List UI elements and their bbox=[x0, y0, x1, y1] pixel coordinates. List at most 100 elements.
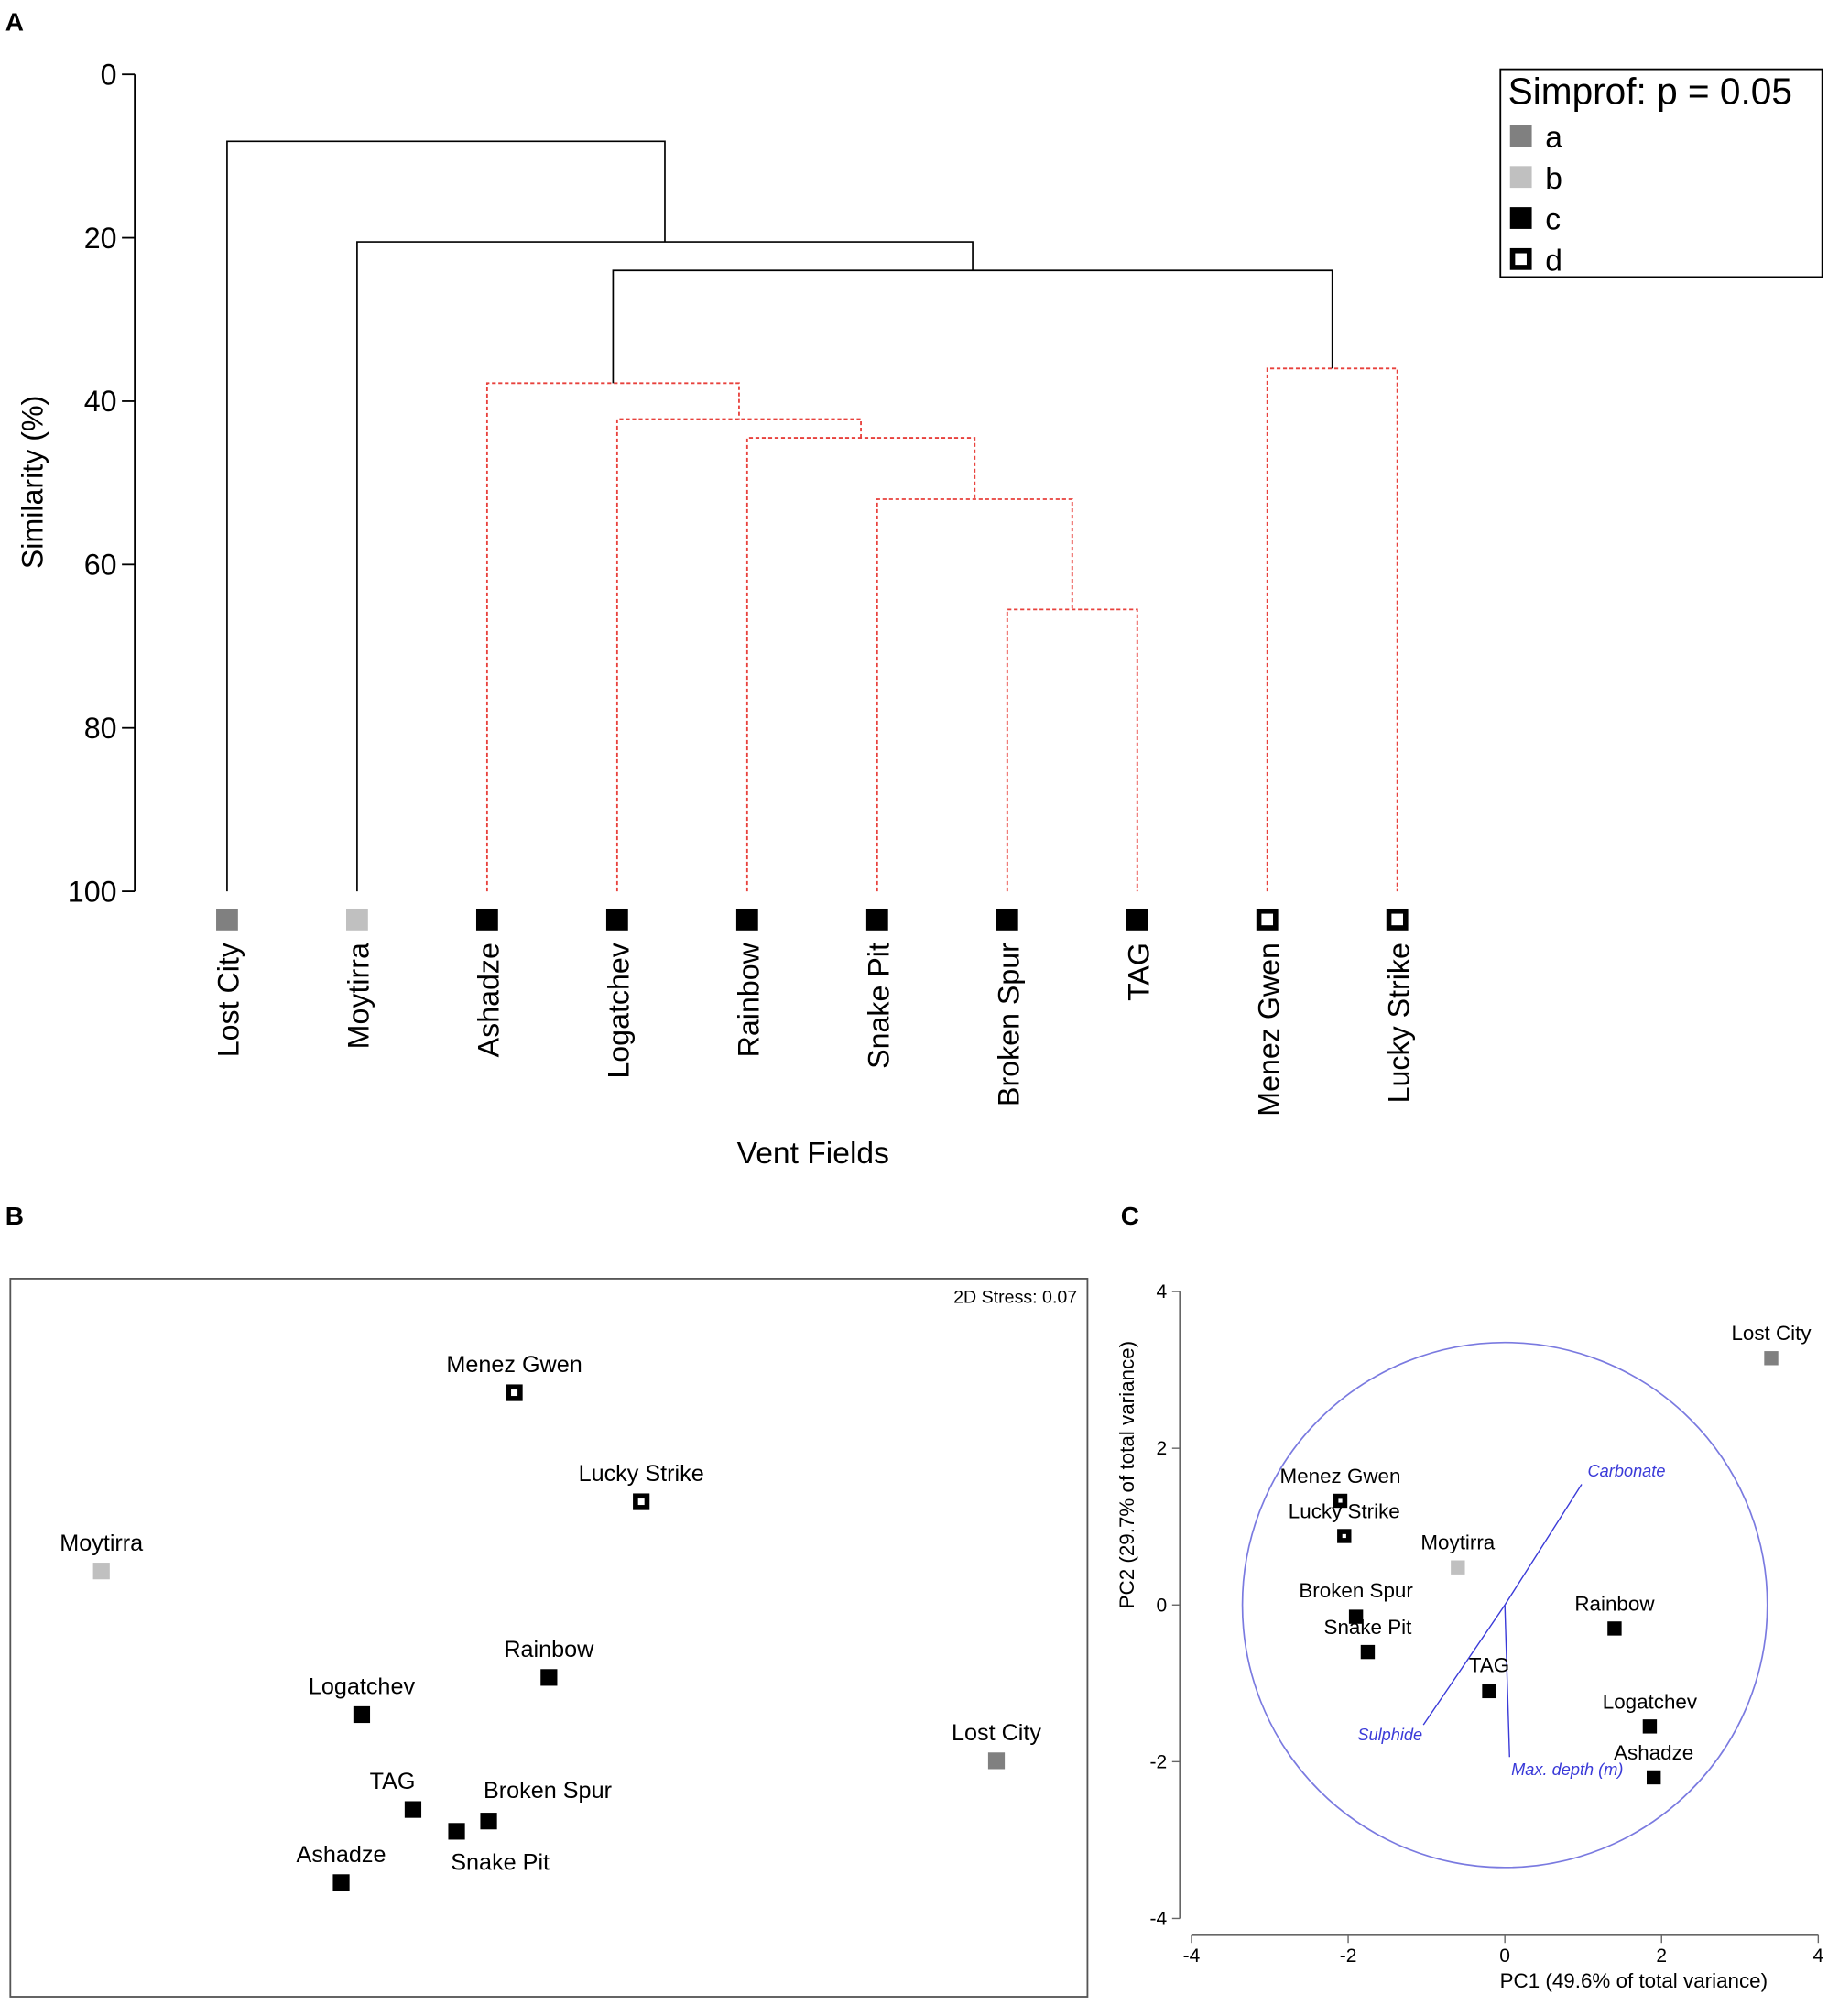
point-marker bbox=[1482, 1684, 1496, 1699]
legend-marker-d bbox=[1509, 247, 1532, 270]
point-marker bbox=[1646, 1770, 1661, 1785]
leaf-label: Broken Spur bbox=[992, 943, 1025, 1106]
vector-label: Sulphide bbox=[1357, 1726, 1422, 1744]
dendrogram-link bbox=[1006, 608, 1138, 892]
dendrogram-link bbox=[612, 269, 1333, 384]
point-marker bbox=[1642, 1719, 1658, 1734]
vector-label: Max. depth (m) bbox=[1511, 1760, 1623, 1779]
point-marker bbox=[480, 1813, 497, 1830]
y-tick-label: 80 bbox=[84, 712, 117, 745]
point-marker bbox=[1451, 1560, 1465, 1575]
vector-carbonate bbox=[1504, 1484, 1583, 1606]
leaf-marker bbox=[605, 908, 628, 931]
y-axis-label: PC2 (29.7% of total variance) bbox=[1115, 1341, 1138, 1608]
point-label: Logatchev bbox=[1603, 1690, 1698, 1713]
correlation-circle bbox=[1241, 1341, 1768, 1869]
leaf-marker bbox=[1256, 908, 1279, 931]
leaf-label: Snake Pit bbox=[862, 943, 895, 1069]
leaf-label: TAG bbox=[1122, 943, 1155, 1001]
vector-sulphide bbox=[1422, 1604, 1506, 1726]
panel-label-a: A bbox=[5, 8, 24, 37]
x-axis-label: PC1 (49.6% of total variance) bbox=[1500, 1969, 1768, 1992]
point-label: Lucky Strike bbox=[579, 1461, 704, 1487]
leaf-label: Menez Gwen bbox=[1252, 943, 1285, 1117]
x-axis-label: Vent Fields bbox=[737, 1137, 889, 1171]
vector-max-depth-m- bbox=[1504, 1605, 1510, 1758]
panel-label-c: C bbox=[1121, 1202, 1139, 1230]
leaf-label: Rainbow bbox=[732, 942, 765, 1057]
dendrogram-link bbox=[876, 498, 1073, 892]
mds-panel: 2D Stress: 0.07 Menez Gwen Lucky Strike Moy… bbox=[9, 1278, 1089, 1998]
leaf-marker bbox=[1386, 908, 1409, 931]
point-marker bbox=[1348, 1609, 1364, 1624]
y-tick-label: 0 bbox=[1157, 1595, 1168, 1616]
legend-title: Simprof: p = 0.05 bbox=[1508, 70, 1792, 112]
point-label: Lucky Strike bbox=[1289, 1499, 1400, 1522]
leaf-marker bbox=[475, 908, 498, 931]
legend-label: d bbox=[1545, 244, 1562, 278]
point-label: Logatchev bbox=[309, 1674, 416, 1700]
y-tick-label: 2 bbox=[1157, 1438, 1168, 1459]
dendrogram-link bbox=[615, 418, 862, 892]
point-label: TAG bbox=[1469, 1653, 1509, 1676]
point-marker bbox=[1360, 1644, 1376, 1660]
point-label: Lost City bbox=[952, 1720, 1041, 1746]
y-tick-label: 100 bbox=[68, 875, 117, 908]
y-tick-label: 40 bbox=[84, 385, 117, 418]
y-axis-label: Similarity (%) bbox=[16, 396, 49, 570]
point-marker bbox=[1337, 1529, 1352, 1543]
leaf-label: Lucky Strike bbox=[1382, 943, 1415, 1103]
legend-box bbox=[1499, 68, 1823, 278]
x-tick-label: 0 bbox=[1499, 1945, 1510, 1967]
dendrogram-link bbox=[226, 140, 666, 892]
point-label: Lost City bbox=[1731, 1322, 1812, 1345]
leaf-marker bbox=[346, 908, 368, 931]
pca-panel: -4 -2 0 2 4 -4 -2 0 2 4 PC1 (49.6% of total varian… bbox=[1115, 1281, 1824, 1992]
point-label: Ashadze bbox=[297, 1842, 386, 1868]
point-marker bbox=[633, 1493, 650, 1510]
point-label: Snake Pit bbox=[451, 1849, 550, 1875]
point-marker bbox=[1764, 1351, 1779, 1366]
dendrogram-link bbox=[1266, 367, 1398, 892]
legend-marker-a bbox=[1509, 125, 1532, 147]
point-label: Broken Spur bbox=[484, 1778, 612, 1804]
y-tick-label: -2 bbox=[1150, 1751, 1168, 1772]
plot-frame bbox=[9, 1278, 1089, 1998]
point-label: Rainbow bbox=[1574, 1592, 1655, 1615]
point-marker bbox=[987, 1752, 1006, 1770]
point-label: Snake Pit bbox=[1324, 1616, 1413, 1639]
point-label: Menez Gwen bbox=[446, 1352, 582, 1378]
leaf-marker bbox=[735, 908, 758, 931]
x-tick-label: 4 bbox=[1813, 1945, 1824, 1967]
leaf-marker bbox=[1126, 908, 1148, 931]
leaf-marker bbox=[216, 908, 238, 931]
y-tick-label: 20 bbox=[84, 222, 117, 255]
legend-label: c bbox=[1545, 203, 1561, 237]
leaf-label: Lost City bbox=[212, 942, 245, 1057]
point-marker bbox=[332, 1874, 350, 1891]
legend-marker-b bbox=[1509, 166, 1532, 189]
y-tick-label: 60 bbox=[84, 549, 117, 582]
leaf-label: Logatchev bbox=[602, 943, 635, 1079]
leaf-marker bbox=[996, 908, 1018, 931]
vector-label: Carbonate bbox=[1588, 1462, 1666, 1480]
point-marker bbox=[1607, 1621, 1622, 1636]
legend-label: b bbox=[1545, 162, 1562, 196]
point-marker bbox=[540, 1669, 558, 1686]
y-tick-label: 4 bbox=[1157, 1281, 1168, 1302]
dendrogram-panel: 0 20 40 60 80 100 Similarity (%) Vent Fields Los… bbox=[16, 58, 1823, 1171]
panel-label-b: B bbox=[5, 1202, 24, 1230]
leaf-marker bbox=[865, 908, 888, 931]
point-marker bbox=[1333, 1493, 1348, 1509]
point-marker bbox=[448, 1823, 465, 1840]
point-label: Broken Spur bbox=[1299, 1579, 1413, 1602]
y-tick-label: 0 bbox=[101, 58, 117, 91]
leaf-label: Moytirra bbox=[343, 943, 375, 1049]
point-label: Moytirra bbox=[1420, 1531, 1495, 1554]
x-tick-label: -2 bbox=[1340, 1945, 1357, 1967]
leaf-label: Ashadze bbox=[472, 943, 505, 1057]
stress-annotation: 2D Stress: 0.07 bbox=[953, 1288, 1077, 1308]
point-label: Moytirra bbox=[60, 1531, 144, 1556]
